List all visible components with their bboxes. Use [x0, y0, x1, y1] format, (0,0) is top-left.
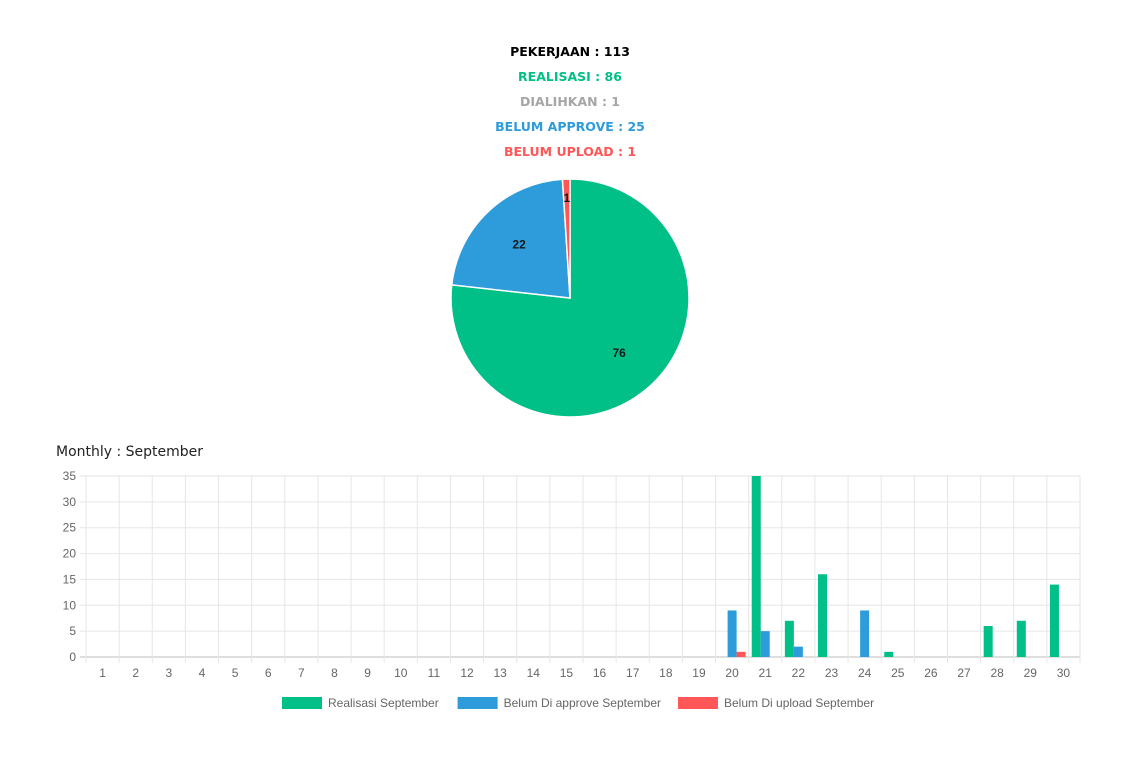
x-tick-label: 22: [792, 666, 806, 680]
pie-slice-belum-di-upload: [561, 178, 571, 299]
x-tick-label: 20: [725, 666, 739, 680]
x-tick-label: 6: [265, 666, 272, 680]
bar-belum-di-approve-september: [727, 610, 737, 657]
pie-chart: 76 22 1: [450, 178, 690, 418]
x-tick-label: 24: [858, 666, 872, 680]
legend-swatch: [282, 697, 322, 709]
bar-realisasi-september: [983, 625, 993, 657]
x-tick-label: 5: [232, 666, 239, 680]
x-tick-label: 13: [493, 666, 507, 680]
x-tick-label: 30: [1057, 666, 1071, 680]
pie-data-label: 76: [613, 346, 627, 360]
bar-realisasi-september: [1049, 584, 1059, 657]
x-tick-label: 18: [659, 666, 673, 680]
y-tick-label: 20: [63, 547, 77, 561]
legend-swatch: [678, 697, 718, 709]
legend-label: Realisasi September: [328, 696, 439, 710]
summary-block: PEKERJAAN : 113 REALISASI : 86 DIALIHKAN…: [0, 42, 1140, 167]
x-tick-label: 27: [957, 666, 971, 680]
x-tick-label: 16: [593, 666, 607, 680]
y-tick-label: 25: [63, 521, 77, 535]
bar-realisasi-september: [1016, 620, 1026, 657]
bar-realisasi-september: [751, 476, 761, 657]
pie-data-label: 1: [563, 191, 570, 205]
y-tick-label: 30: [63, 495, 77, 509]
x-tick-label: 9: [364, 666, 371, 680]
x-tick-label: 10: [394, 666, 408, 680]
legend-label: Belum Di upload September: [724, 696, 874, 710]
pie-slice-belum-di-approve: [450, 178, 571, 299]
legend-label: Belum Di approve September: [504, 696, 661, 710]
x-tick-label: 19: [692, 666, 706, 680]
legend-swatch: [457, 697, 498, 709]
pekerjaan-total: PEKERJAAN : 113: [510, 44, 630, 59]
bar-chart-title: Monthly : September: [56, 444, 204, 460]
x-tick-label: 14: [527, 666, 541, 680]
bar-belum-di-upload-september: [736, 651, 746, 657]
y-tick-label: 10: [63, 598, 77, 612]
x-tick-label: 29: [1024, 666, 1038, 680]
bar-belum-di-approve-september: [860, 610, 870, 657]
bar-realisasi-september: [784, 620, 794, 657]
x-tick-label: 23: [825, 666, 839, 680]
x-tick-label: 12: [460, 666, 474, 680]
y-tick-label: 35: [63, 469, 77, 483]
belum-approve-total: BELUM APPROVE : 25: [495, 119, 645, 134]
bar-belum-di-approve-september: [760, 631, 770, 657]
x-tick-label: 11: [428, 666, 441, 680]
y-tick-label: 15: [63, 572, 77, 586]
realisasi-total: REALISASI : 86: [518, 69, 622, 84]
belum-upload-total: BELUM UPLOAD : 1: [503, 144, 637, 159]
x-tick-label: 17: [626, 666, 640, 680]
y-tick-label: 0: [69, 650, 76, 664]
x-tick-label: 28: [990, 666, 1004, 680]
pie-data-label: 22: [512, 238, 526, 252]
x-tick-label: 26: [924, 666, 938, 680]
dialihkan-total: DIALIHKAN : 1: [520, 94, 620, 109]
x-tick-label: 15: [560, 666, 574, 680]
x-tick-label: 4: [199, 666, 206, 680]
x-tick-label: 8: [331, 666, 338, 680]
x-tick-label: 3: [165, 666, 172, 680]
x-tick-label: 25: [891, 666, 905, 680]
x-tick-label: 21: [759, 666, 773, 680]
x-tick-label: 1: [99, 666, 106, 680]
bar-belum-di-approve-september: [793, 646, 803, 657]
x-tick-label: 2: [132, 666, 139, 680]
x-tick-label: 7: [298, 666, 305, 680]
y-tick-label: 5: [69, 624, 76, 638]
bar-realisasi-september: [884, 651, 894, 657]
bar-realisasi-september: [818, 574, 827, 657]
